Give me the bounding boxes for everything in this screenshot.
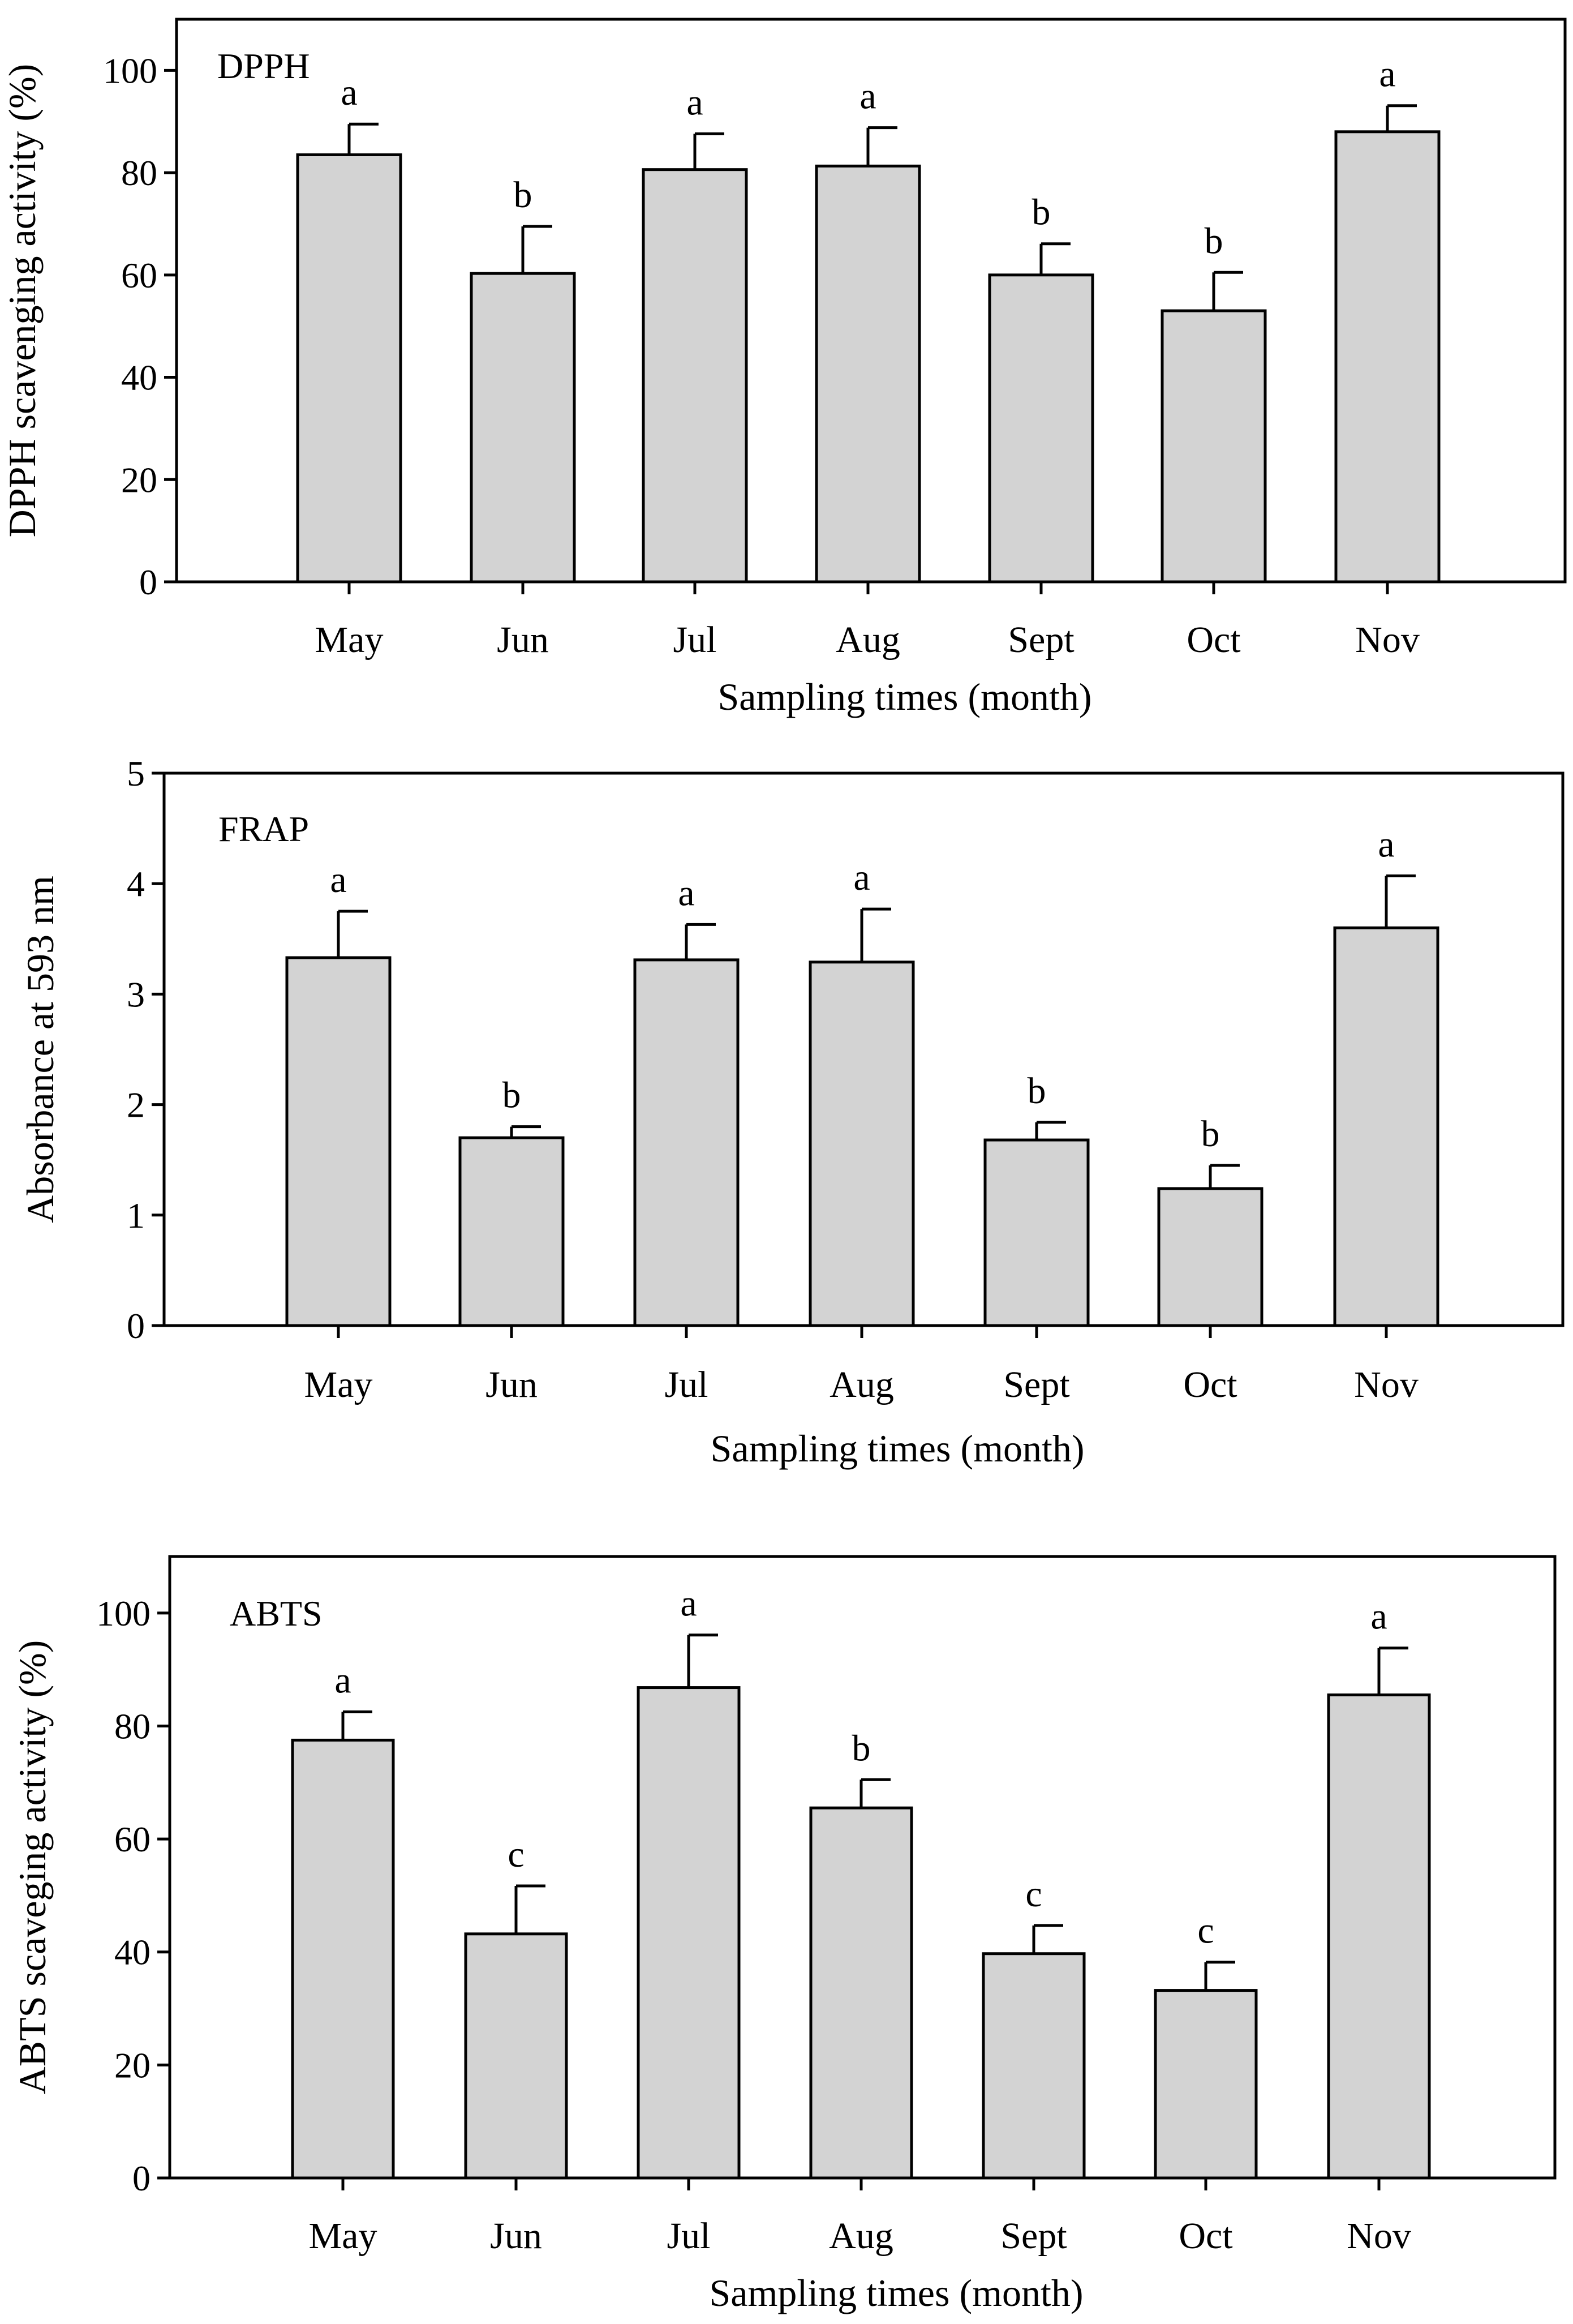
dpph-panel-label: DPPH [217, 46, 310, 86]
frap-panel-label: FRAP [218, 809, 309, 849]
frap-bar-aug [809, 961, 915, 1327]
frap-bar-jun [458, 1136, 565, 1327]
frap-significance-label: b [502, 1075, 521, 1116]
dpph-bar-sept [988, 273, 1094, 584]
dpph-x-axis-title: Sampling times (month) [717, 675, 1091, 718]
abts-significance-label: a [1370, 1596, 1387, 1637]
frap-significance-label: a [678, 872, 694, 914]
dpph-bar-nov [1334, 130, 1441, 584]
dpph-significance-label: a [341, 72, 357, 113]
dpph-y-tick-label: 100 [103, 50, 157, 91]
frap-x-tick-label: Sept [1003, 1364, 1069, 1405]
abts-bar-may [291, 1738, 395, 2180]
abts-y-axis-title: ABTS scaveging activity (%) [11, 1640, 54, 2095]
abts-panel: 0 20 40 60 80 100 a May c Jun a Jul b Aug c Sept c Oct a No… [11, 1555, 1557, 2314]
frap-y-axis-title: Absorbance at 593 nm [19, 876, 62, 1223]
dpph-x-tick-label: Oct [1187, 619, 1240, 661]
dpph-x-tick-label: Nov [1355, 619, 1420, 661]
dpph-y-tick-label: 0 [139, 562, 157, 602]
abts-bar-jul [637, 1686, 741, 2180]
dpph-significance-label: a [859, 76, 876, 117]
abts-significance-label: c [1025, 1873, 1042, 1915]
abts-x-tick-label: May [309, 2215, 377, 2257]
abts-significance-label: c [1197, 1910, 1214, 1952]
frap-x-tick-label: May [304, 1364, 373, 1405]
abts-y-tick-label: 40 [114, 1932, 151, 1973]
frap-bar-jul [633, 958, 740, 1327]
abts-bar-oct [1154, 1989, 1258, 2180]
frap-x-tick-label: Nov [1354, 1364, 1419, 1405]
dpph-y-axis-title: DPPH scavenging activity (%) [1, 64, 44, 538]
abts-significance-label: c [508, 1834, 524, 1875]
abts-bar-nov [1327, 1693, 1431, 2180]
abts-x-tick-label: Jun [490, 2215, 542, 2257]
frap-y-tick-label: 2 [127, 1085, 145, 1125]
frap-y-tick-label: 5 [127, 753, 145, 794]
frap-significance-label: a [853, 857, 870, 898]
dpph-x-tick-label: Sept [1008, 619, 1074, 661]
dpph-y-tick-label: 40 [121, 358, 157, 398]
frap-panel: 0 1 2 3 4 5 a May b Jun a Jul a Aug b Sept b Oct a Nov Sampl… [19, 753, 1565, 1470]
dpph-significance-label: b [1205, 220, 1223, 261]
abts-x-tick-label: Nov [1347, 2215, 1411, 2257]
frap-y-tick-label: 0 [127, 1306, 145, 1346]
dpph-significance-label: b [1032, 192, 1051, 233]
dpph-bar-oct [1161, 309, 1267, 584]
abts-y-tick-label: 100 [96, 1593, 151, 1633]
abts-y-tick-label: 60 [114, 1819, 151, 1859]
dpph-bar-jun [470, 272, 576, 584]
dpph-y-tick-label: 80 [121, 153, 157, 193]
abts-panel-label: ABTS [230, 1593, 323, 1633]
dpph-significance-label: a [686, 82, 703, 123]
frap-significance-label: b [1201, 1113, 1220, 1155]
frap-significance-label: b [1028, 1070, 1046, 1112]
frap-bar-oct [1157, 1187, 1263, 1327]
abts-x-tick-label: Sept [1000, 2215, 1067, 2257]
abts-x-axis-title: Sampling times (month) [709, 2271, 1083, 2314]
frap-x-tick-label: Jun [485, 1364, 538, 1405]
frap-x-axis-title: Sampling times (month) [710, 1427, 1084, 1470]
frap-x-tick-label: Oct [1183, 1364, 1237, 1405]
abts-bar-sept [982, 1952, 1086, 2180]
dpph-significance-label: a [1379, 54, 1395, 95]
abts-significance-label: b [852, 1727, 871, 1769]
frap-y-tick-label: 1 [127, 1195, 145, 1236]
dpph-significance-label: b [514, 174, 532, 216]
dpph-y-tick-label: 60 [121, 255, 157, 295]
abts-y-tick-label: 20 [114, 2045, 151, 2085]
frap-y-tick-label: 3 [127, 974, 145, 1014]
frap-y-tick-label: 4 [127, 864, 145, 904]
abts-x-tick-label: Aug [829, 2215, 893, 2257]
dpph-x-tick-label: Jun [497, 619, 549, 661]
dpph-y-tick-label: 20 [121, 460, 157, 500]
frap-x-tick-label: Jul [664, 1364, 708, 1405]
frap-bar-nov [1333, 926, 1439, 1327]
abts-y-tick-label: 80 [114, 1706, 151, 1746]
dpph-x-tick-label: Aug [836, 619, 900, 661]
frap-bar-sept [983, 1138, 1090, 1327]
dpph-panel: 0 20 40 60 80 100 a May b Jun a Jul a Aug b Sept b Oct a No… [1, 18, 1567, 718]
dpph-bar-aug [815, 164, 921, 584]
dpph-bar-may [296, 153, 402, 584]
abts-bar-jun [464, 1932, 568, 2180]
abts-significance-label: a [680, 1583, 697, 1624]
abts-x-tick-label: Oct [1179, 2215, 1232, 2257]
dpph-bar-jul [642, 168, 748, 584]
abts-x-tick-label: Jul [667, 2215, 710, 2257]
dpph-x-tick-label: May [315, 619, 384, 661]
dpph-x-tick-label: Jul [673, 619, 716, 661]
frap-x-tick-label: Aug [830, 1364, 894, 1405]
abts-significance-label: a [334, 1660, 351, 1701]
abts-y-tick-label: 0 [132, 2158, 151, 2198]
abts-bar-aug [809, 1806, 913, 2180]
frap-bar-may [285, 956, 392, 1327]
frap-significance-label: a [1378, 824, 1394, 865]
frap-significance-label: a [330, 859, 346, 901]
